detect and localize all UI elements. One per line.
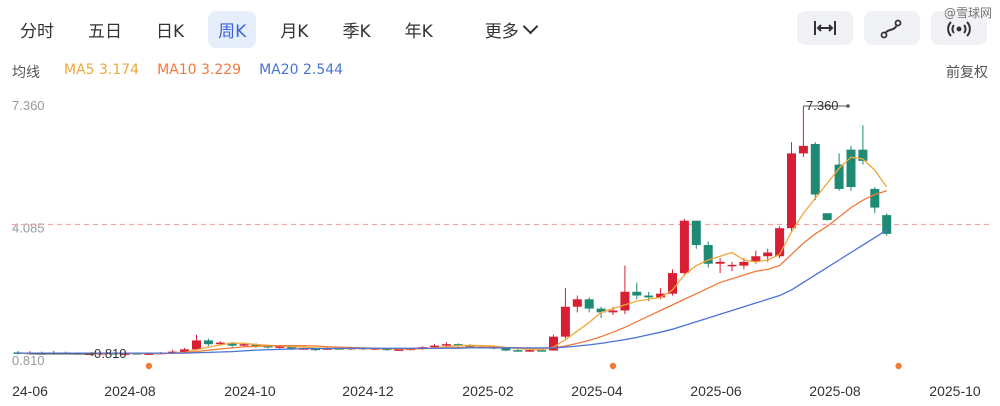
candle-body-53 <box>644 295 654 298</box>
candle-body-54 <box>656 293 666 298</box>
candle-body-17 <box>215 342 225 345</box>
candle-body-35 <box>430 345 439 348</box>
x-axis-label-5: 2025-04 <box>571 383 623 399</box>
tab-5[interactable]: 季K <box>342 21 371 42</box>
candle-body-48 <box>584 299 594 309</box>
x-axis-label-8: 2025-10 <box>929 383 981 399</box>
tab-6[interactable]: 年K <box>404 21 433 42</box>
event-marker-1 <box>609 362 617 370</box>
candle-body-45 <box>549 336 558 351</box>
candle-body-19 <box>239 344 249 346</box>
candle-body-43 <box>525 350 535 352</box>
ma-legend-item-0: MA5 3.174 <box>64 62 140 78</box>
candle-body-18 <box>227 342 237 346</box>
candle-body-46 <box>560 306 570 337</box>
period-tabs: 分时 五日 日K 周K 月K 季K 年K 更多 <box>10 10 560 48</box>
candle-body-38 <box>465 345 475 348</box>
tab-2[interactable]: 日K <box>156 21 185 42</box>
ma-line-ma5 <box>18 156 888 355</box>
candle-body-56 <box>679 220 689 274</box>
x-axis-label-1: 2024-08 <box>104 383 156 399</box>
y-axis-label-0: 7.360 <box>12 98 45 113</box>
x-axis-label-0: 24-06 <box>12 383 48 399</box>
candle-body-25 <box>311 348 320 351</box>
candle-body-70 <box>846 149 856 188</box>
candle-body-73 <box>882 215 892 234</box>
more-button[interactable]: 更多 <box>475 11 546 48</box>
x-axis-label-2: 2024-10 <box>224 383 276 399</box>
candle-body-52 <box>632 291 642 296</box>
x-axis-label-7: 2025-08 <box>809 383 861 399</box>
signal-icon <box>947 21 971 37</box>
candle-body-72 <box>870 188 880 208</box>
candle-body-63 <box>763 252 773 257</box>
low-annotation-label: 0.810 <box>94 346 127 361</box>
candle-body-9 <box>120 353 130 356</box>
watermark: @雪球网 <box>943 6 992 20</box>
adjust-mode-label[interactable]: 前复权 <box>946 65 988 81</box>
tab-3[interactable]: 周K <box>208 10 257 48</box>
ma-legend-item-1: MA10 3.229 <box>157 62 242 78</box>
draw-tool-button[interactable] <box>864 11 920 45</box>
y-axis-label-2: 0.810 <box>12 353 45 368</box>
candle-body-41 <box>501 348 511 351</box>
chevron-down-icon <box>522 18 539 35</box>
more-label: 更多 <box>484 21 519 42</box>
kline-chart[interactable]: 7.360 4.085 0.810 7.360 0.810 24-06 2024-08 202… <box>0 90 1000 406</box>
tab-4[interactable]: 月K <box>280 21 309 42</box>
x-axis-label-6: 2025-06 <box>690 383 742 399</box>
event-marker-2 <box>895 362 902 370</box>
candle-body-11 <box>144 353 154 356</box>
candle-body-14 <box>180 349 190 353</box>
x-axis-label-4: 2025-02 <box>462 383 514 399</box>
candle-body-47 <box>572 299 582 307</box>
candle-body-58 <box>703 245 713 264</box>
candle-body-66 <box>798 145 808 154</box>
candle-body-61 <box>739 261 749 266</box>
candle-body-50 <box>608 310 618 313</box>
candle-body-37 <box>453 344 463 346</box>
candle-body-51 <box>620 291 630 311</box>
candle-body-13 <box>168 351 178 354</box>
event-marker-0 <box>145 362 153 370</box>
candle-body-64 <box>775 228 785 257</box>
candle-body-60 <box>727 264 737 267</box>
candle-body-59 <box>715 261 725 264</box>
candle-body-68 <box>822 213 832 220</box>
candle-body-71 <box>858 149 868 161</box>
candle-body-67 <box>810 144 820 195</box>
candle-body-21 <box>263 346 273 348</box>
high-annotation-label: 7.360 <box>806 98 839 113</box>
candle-body-62 <box>751 256 761 262</box>
ma-legend: 均线 MA5 3.174 MA10 3.229 MA20 2.544 <box>12 62 343 82</box>
candle-body-49 <box>596 308 606 313</box>
ma-line-ma10 <box>18 190 887 354</box>
candle-body-23 <box>287 346 297 349</box>
signal-button[interactable] <box>931 11 987 45</box>
candle-body-16 <box>203 340 213 345</box>
x-axis-label-3: 2024-12 <box>342 383 394 399</box>
draw-tool-icon <box>880 19 902 39</box>
candle-body-15 <box>192 340 201 350</box>
low-annotation-dot <box>90 352 94 356</box>
candle-body-65 <box>787 153 796 229</box>
ma-line-ma20 <box>18 229 888 354</box>
candle-body-22 <box>275 346 285 348</box>
high-annotation-dot <box>846 104 850 108</box>
candle-body-36 <box>441 344 451 346</box>
tab-0[interactable]: 分时 <box>20 21 54 42</box>
candle-body-42 <box>513 350 523 352</box>
y-axis-label-1: 4.085 <box>12 221 45 236</box>
expand-horizontal-icon <box>814 21 836 35</box>
candle-body-57 <box>691 220 701 246</box>
indicator-label[interactable]: 均线 <box>12 65 40 81</box>
candle-body-31 <box>382 348 392 351</box>
expand-horizontal-button[interactable] <box>797 11 853 45</box>
candle-body-55 <box>668 273 677 294</box>
candle-body-69 <box>834 164 844 189</box>
tab-1[interactable]: 五日 <box>88 21 122 42</box>
ma-legend-item-2: MA20 2.544 <box>259 62 344 78</box>
candle-body-44 <box>537 350 547 352</box>
candle-body-32 <box>394 349 404 351</box>
